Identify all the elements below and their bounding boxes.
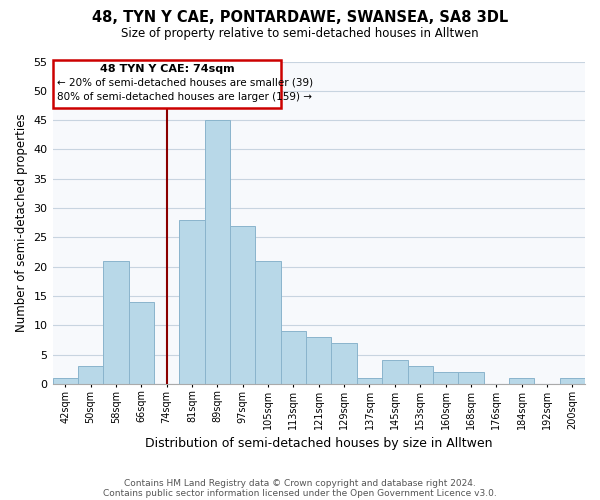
Text: 48 TYN Y CAE: 74sqm: 48 TYN Y CAE: 74sqm (100, 64, 234, 74)
Bar (179, 220, 205, 384)
Bar (205, 120, 230, 384)
Bar (128, 302, 154, 384)
Text: 48, TYN Y CAE, PONTARDAWE, SWANSEA, SA8 3DL: 48, TYN Y CAE, PONTARDAWE, SWANSEA, SA8 … (92, 10, 508, 25)
Bar (256, 261, 281, 384)
Bar (407, 366, 433, 384)
Text: Contains HM Land Registry data © Crown copyright and database right 2024.: Contains HM Land Registry data © Crown c… (124, 478, 476, 488)
FancyBboxPatch shape (53, 60, 281, 108)
Bar (560, 378, 585, 384)
X-axis label: Distribution of semi-detached houses by size in Alltwen: Distribution of semi-detached houses by … (145, 437, 493, 450)
Text: Contains public sector information licensed under the Open Government Licence v3: Contains public sector information licen… (103, 488, 497, 498)
Bar (306, 337, 331, 384)
Bar (281, 331, 306, 384)
Bar (53, 378, 78, 384)
Bar (357, 378, 382, 384)
Bar (509, 378, 534, 384)
Bar (103, 261, 128, 384)
Text: 80% of semi-detached houses are larger (159) →: 80% of semi-detached houses are larger (… (57, 92, 312, 102)
Text: Size of property relative to semi-detached houses in Alltwen: Size of property relative to semi-detach… (121, 28, 479, 40)
Text: ← 20% of semi-detached houses are smaller (39): ← 20% of semi-detached houses are smalle… (57, 78, 313, 88)
Bar (458, 372, 484, 384)
Bar (331, 343, 357, 384)
Bar (382, 360, 407, 384)
Bar (433, 372, 458, 384)
Y-axis label: Number of semi-detached properties: Number of semi-detached properties (15, 114, 28, 332)
Bar (78, 366, 103, 384)
Bar (230, 226, 256, 384)
